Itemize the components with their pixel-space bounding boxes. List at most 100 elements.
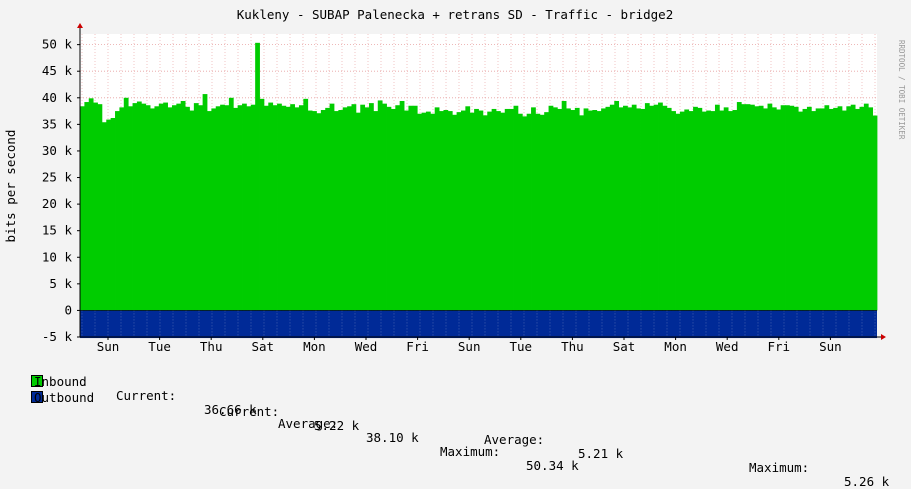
x-tick-label: Sun [458,339,481,354]
inbound-bar [566,108,571,311]
inbound-bar [539,114,545,311]
inbound-bar [333,111,339,311]
inbound-bar [846,106,852,311]
y-tick-label: 20 k [42,196,73,211]
inbound-bar [237,105,243,311]
inbound-bar [434,107,440,311]
inbound-bar [872,115,878,311]
outbound-maximum-label: Maximum: [749,460,810,475]
y-axis-arrow [77,23,83,28]
inbound-bar [80,106,85,311]
inbound-bar [443,110,449,311]
x-tick-label: Fri [768,339,791,354]
inbound-bar [618,107,624,311]
y-tick-label: 45 k [42,63,73,78]
inbound-bar [771,107,777,311]
inbound-bar [215,106,221,311]
inbound-bar [644,103,650,311]
inbound-bar [728,111,733,311]
inbound-bar [469,112,475,311]
inbound-bar [390,108,396,311]
inbound-bar [255,42,260,311]
inbound-bar [627,107,633,311]
inbound-bar [482,115,488,311]
inbound-bar [706,110,711,311]
inbound-bar [386,106,392,311]
inbound-bar [154,106,160,311]
inbound-bar [487,111,493,311]
inbound-bar [452,114,458,311]
x-tick-labels: Sun Tue Thu Sat Mon Wed Fri Sun Tue Thu Sat Mon Wed F… [97,339,842,354]
inbound-bar [294,107,300,311]
chart-title: Kukleny - SUBAP Palenecka + retrans SD -… [237,7,674,22]
inbound-bar [167,107,173,311]
inbound-bar [228,97,234,311]
inbound-bar [198,105,204,311]
outbound-name: Outbound [34,390,95,405]
inbound-bar [141,103,147,311]
inbound-bar [592,110,598,311]
inbound-bar [242,103,247,311]
inbound-bar [360,104,366,311]
inbound-bar [557,108,563,311]
inbound-bar [509,108,514,311]
inbound-bar [714,104,720,311]
inbound-bar [631,104,637,311]
inbound-bar [307,110,313,311]
inbound-bar [587,110,593,311]
x-tick-label: Mon [303,339,326,354]
inbound-bar [220,104,225,311]
inbound-maximum-value: 50.34 k [526,458,579,473]
inbound-bar [609,104,615,311]
inbound-current-label: Current: [116,388,177,403]
inbound-bar [185,106,190,311]
x-tick-label: Wed [355,339,378,354]
inbound-bar [820,108,825,311]
inbound-bar [224,105,230,311]
inbound-bar [382,103,387,311]
inbound-bar [679,111,685,311]
inbound-bar [211,108,217,311]
inbound-bar [320,110,326,311]
inbound-bar [579,115,584,311]
inbound-bar [421,112,427,311]
inbound-bar [815,108,821,311]
y-tick-label: -5 k [42,329,73,344]
inbound-bar [723,107,729,311]
traffic-chart: -5 k 0 5 k 10 k 15 k 20 k 25 k 30 k 35 k 40 k 45 k… [3,7,906,354]
inbound-bar [811,111,817,311]
inbound-bar [88,98,94,311]
inbound-bar [408,105,414,311]
inbound-bar [377,100,383,311]
inbound-bar [552,107,558,311]
inbound-bar [342,107,348,311]
inbound-bar [745,104,751,311]
inbound-bar [465,106,471,311]
outbound-current-value: 5.22 k [314,418,360,433]
inbound-bar [802,108,808,311]
inbound-bar [649,105,655,311]
y-tick-label: 15 k [42,223,73,238]
inbound-bar [776,109,782,311]
inbound-bar [158,103,164,311]
inbound-bar [123,97,129,311]
inbound-bar [351,104,357,311]
inbound-bar [101,122,107,311]
x-tick-label: Mon [664,339,687,354]
inbound-bar [312,111,317,311]
inbound-bar [93,102,98,311]
inbound-bar [176,103,182,311]
inbound-bar [614,100,620,311]
inbound-bar [793,106,799,311]
inbound-bar [272,105,278,311]
inbound-bar [474,108,479,311]
inbound-bar [837,106,843,311]
inbound-bar [841,110,847,311]
inbound-bar [268,102,274,311]
inbound-bar [623,105,628,311]
inbound-bar [206,111,212,311]
inbound-bar [246,106,252,311]
inbound-bar [763,108,768,311]
inbound-bar [758,105,764,311]
inbound-bar [732,110,738,311]
